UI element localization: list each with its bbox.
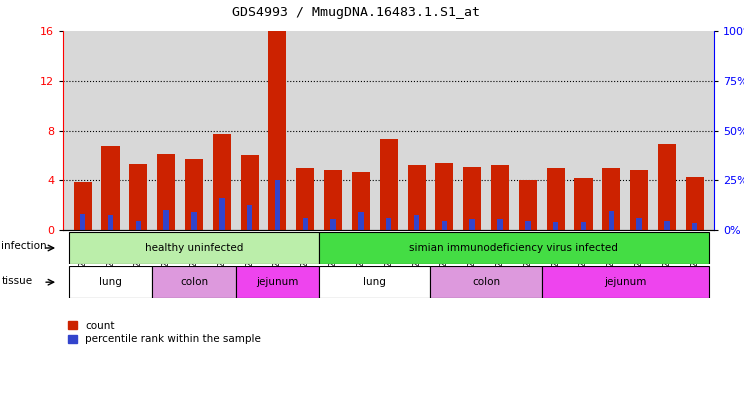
Bar [630,171,648,230]
Bar [553,222,559,230]
Bar [358,212,364,230]
Bar [164,210,169,230]
Text: simian immunodeficiency virus infected: simian immunodeficiency virus infected [409,243,618,253]
Bar [247,205,252,230]
Text: GDS4993 / MmugDNA.16483.1.S1_at: GDS4993 / MmugDNA.16483.1.S1_at [232,6,480,19]
Bar [135,221,141,230]
Bar [602,168,620,230]
Bar [108,215,113,230]
Bar [68,266,153,298]
Bar [236,266,319,298]
Bar [191,212,196,230]
Bar [379,140,398,230]
Bar [275,180,280,230]
Bar [324,171,342,230]
Bar [519,180,537,230]
Bar [464,167,481,230]
Bar [185,159,203,230]
Bar [491,165,509,230]
Bar [574,178,592,230]
Bar [319,232,709,264]
Bar [431,266,542,298]
Bar [542,266,709,298]
Text: tissue: tissue [1,275,33,286]
Bar [153,266,236,298]
Bar [386,218,391,230]
Bar [547,168,565,230]
Bar [686,176,704,230]
Bar [129,164,147,230]
Bar [581,222,586,230]
Bar [352,172,370,230]
Bar [157,154,176,230]
Bar [658,144,676,230]
Bar [442,221,447,230]
Bar [303,218,308,230]
Bar [525,221,530,230]
Bar [101,145,120,230]
Text: lung: lung [99,277,122,287]
Bar [80,214,86,230]
Bar [240,156,259,230]
Bar [68,232,319,264]
Bar [435,163,453,230]
Text: infection: infection [1,241,47,252]
Bar [296,168,314,230]
Bar [213,134,231,230]
Bar [219,198,225,230]
Bar [469,219,475,230]
Bar [692,223,697,230]
Bar [497,219,503,230]
Bar [414,215,420,230]
Bar [319,266,431,298]
Text: jejunum: jejunum [604,277,647,287]
Bar [330,219,336,230]
Bar [408,165,426,230]
Bar [636,218,642,230]
Bar [269,31,286,230]
Text: colon: colon [472,277,500,287]
Bar [664,221,670,230]
Legend: count, percentile rank within the sample: count, percentile rank within the sample [68,321,261,344]
Text: jejunum: jejunum [256,277,298,287]
Bar [609,211,614,230]
Text: colon: colon [180,277,208,287]
Text: lung: lung [363,277,386,287]
Bar [74,182,92,230]
Text: healthy uninfected: healthy uninfected [145,243,243,253]
